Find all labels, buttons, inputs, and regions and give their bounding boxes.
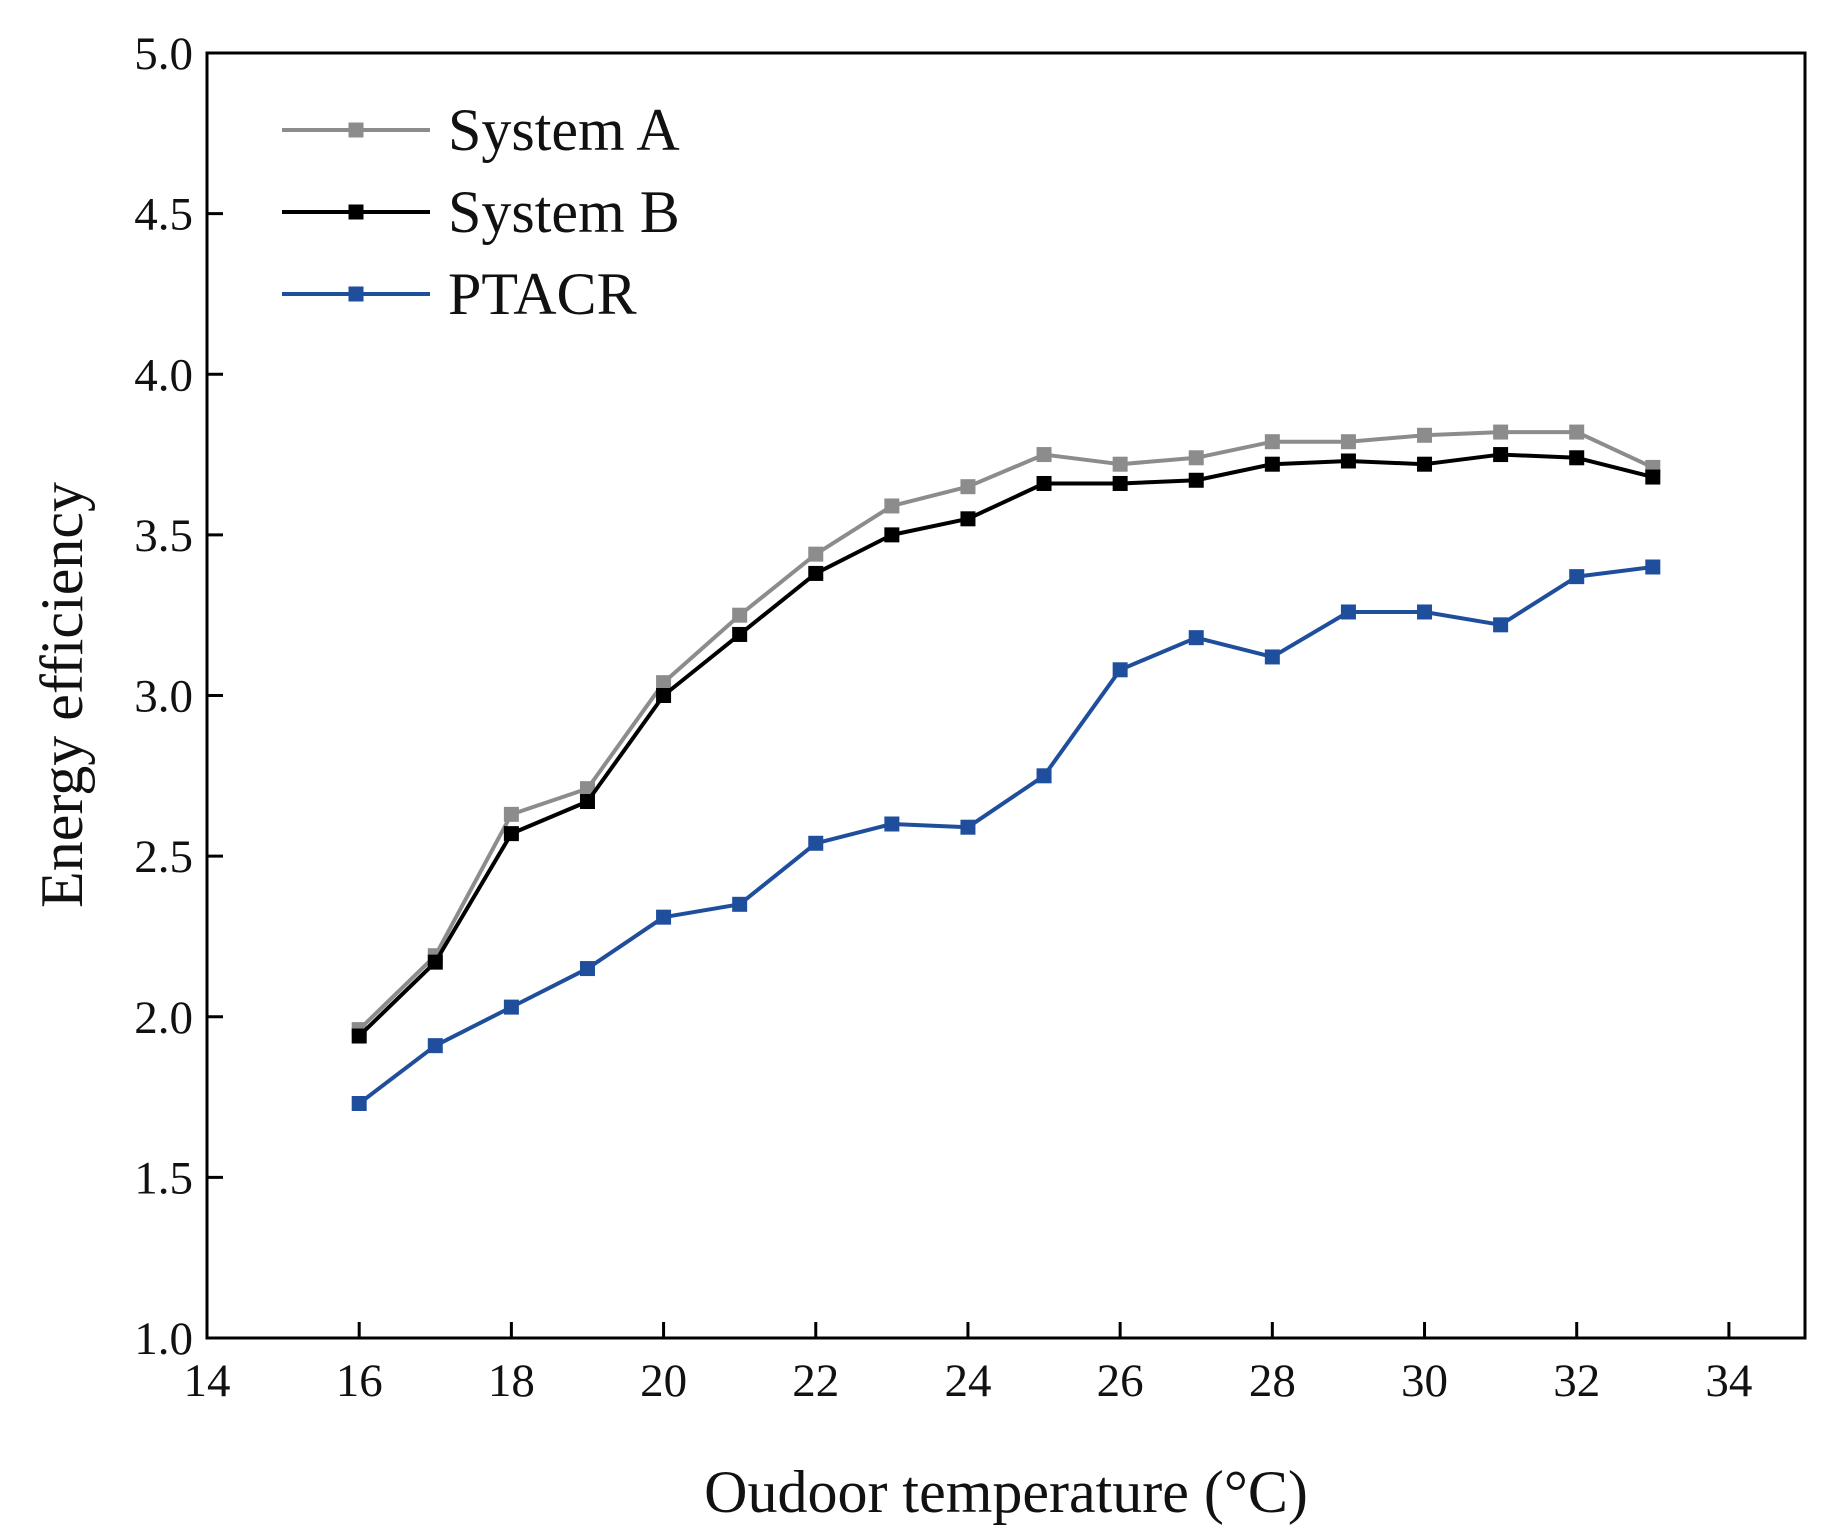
y-tick-label: 1.5: [134, 1152, 193, 1204]
data-point-system-a: [808, 546, 824, 562]
data-point-system-b: [1493, 447, 1509, 463]
data-point-system-a: [1493, 424, 1509, 440]
y-tick-label: 3.0: [134, 671, 193, 723]
y-tick-label: 2.5: [134, 831, 193, 883]
data-point-system-a: [1340, 434, 1356, 450]
data-point-system-a: [503, 806, 519, 822]
x-tick-label: 26: [1097, 1355, 1144, 1407]
data-point-system-b: [503, 826, 519, 842]
data-point-ptacr: [579, 961, 595, 977]
x-tick-label: 16: [336, 1355, 383, 1407]
data-point-ptacr: [808, 835, 824, 851]
data-point-system-b: [808, 565, 824, 581]
data-point-system-a: [1569, 424, 1585, 440]
data-point-system-b: [884, 527, 900, 543]
legend-item-system-b: System B: [282, 179, 680, 245]
axis-ticks: 14 16 18 20 22 24 26 28 30 32 34 1.0 1.5 2.0 2.5 3.0 3.5…: [134, 28, 1752, 1407]
y-tick-label: 1.0: [134, 1313, 193, 1365]
data-point-system-b: [579, 794, 595, 810]
legend-swatch-marker: [348, 286, 364, 302]
x-tick-label: 24: [944, 1355, 991, 1407]
series-line-system-a: [357, 430, 1654, 1032]
data-point-system-a: [1112, 456, 1128, 472]
data-point-system-a: [579, 781, 595, 797]
data-point-ptacr: [503, 999, 519, 1015]
data-point-system-b: [1340, 453, 1356, 469]
series-ptacr: [351, 559, 1661, 1111]
x-tick-label: 18: [488, 1355, 535, 1407]
data-point-ptacr: [1493, 617, 1509, 633]
x-tick-label: 28: [1249, 1355, 1296, 1407]
data-point-system-a: [1188, 450, 1204, 466]
data-point-system-b: [960, 511, 976, 527]
data-point-system-b: [1569, 450, 1585, 466]
data-point-ptacr: [884, 816, 900, 832]
data-point-system-b: [732, 626, 748, 642]
data-point-system-b: [1645, 469, 1661, 485]
series-line-ptacr: [357, 565, 1654, 1106]
data-point-ptacr: [351, 1095, 367, 1111]
x-tick-label: 30: [1401, 1355, 1448, 1407]
series-layer: [351, 424, 1661, 1111]
data-point-system-b: [1264, 456, 1280, 472]
legend-item-ptacr: PTACR: [282, 261, 637, 327]
data-point-system-b: [1036, 475, 1052, 491]
y-axis-label: Energy efficiency: [29, 482, 95, 908]
data-point-ptacr: [427, 1038, 443, 1054]
x-axis-label: Oudoor temperature (°C): [704, 1459, 1308, 1525]
data-point-system-a: [960, 479, 976, 495]
data-point-system-a: [1264, 434, 1280, 450]
series-system-a: [351, 424, 1661, 1038]
data-point-system-a: [656, 675, 672, 691]
data-point-system-b: [1417, 456, 1433, 472]
legend-label: System A: [448, 97, 680, 163]
legend-swatch-marker: [348, 122, 364, 138]
data-point-ptacr: [1569, 569, 1585, 585]
legend-item-system-a: System A: [282, 97, 680, 163]
y-tick-label: 2.0: [134, 992, 193, 1044]
series-line-system-b: [357, 452, 1654, 1038]
data-point-system-a: [1417, 427, 1433, 443]
y-tick-label: 3.5: [134, 510, 193, 562]
plot-frame: [205, 51, 1807, 1340]
data-point-ptacr: [960, 819, 976, 835]
series-system-b: [351, 447, 1661, 1044]
data-point-system-a: [1036, 447, 1052, 463]
data-point-ptacr: [656, 909, 672, 925]
legend-swatch-marker: [348, 204, 364, 220]
data-point-system-b: [656, 688, 672, 703]
y-tick-label: 4.0: [134, 349, 193, 401]
y-tick-label: 4.5: [134, 189, 193, 241]
legend-label: System B: [448, 179, 680, 245]
x-tick-label: 20: [640, 1355, 687, 1407]
data-point-system-a: [732, 607, 748, 623]
data-point-system-b: [351, 1028, 367, 1044]
data-point-ptacr: [1417, 604, 1433, 620]
data-point-ptacr: [1340, 604, 1356, 620]
data-point-system-b: [1112, 475, 1128, 491]
x-tick-label: 32: [1553, 1355, 1600, 1407]
data-point-ptacr: [1188, 630, 1204, 646]
data-point-system-b: [427, 954, 443, 970]
data-point-ptacr: [1112, 662, 1128, 678]
legend-label: PTACR: [448, 261, 637, 327]
x-tick-label: 22: [792, 1355, 839, 1407]
data-point-system-a: [884, 498, 900, 514]
y-tick-label: 5.0: [134, 28, 193, 80]
data-point-ptacr: [1645, 559, 1661, 575]
legend: System A System B PTACR: [282, 97, 680, 327]
x-tick-label: 34: [1705, 1355, 1752, 1407]
data-point-system-b: [1188, 472, 1204, 488]
x-tick-label: 14: [184, 1355, 231, 1407]
data-point-ptacr: [1036, 768, 1052, 784]
data-point-ptacr: [1264, 649, 1280, 665]
data-point-ptacr: [732, 896, 748, 912]
